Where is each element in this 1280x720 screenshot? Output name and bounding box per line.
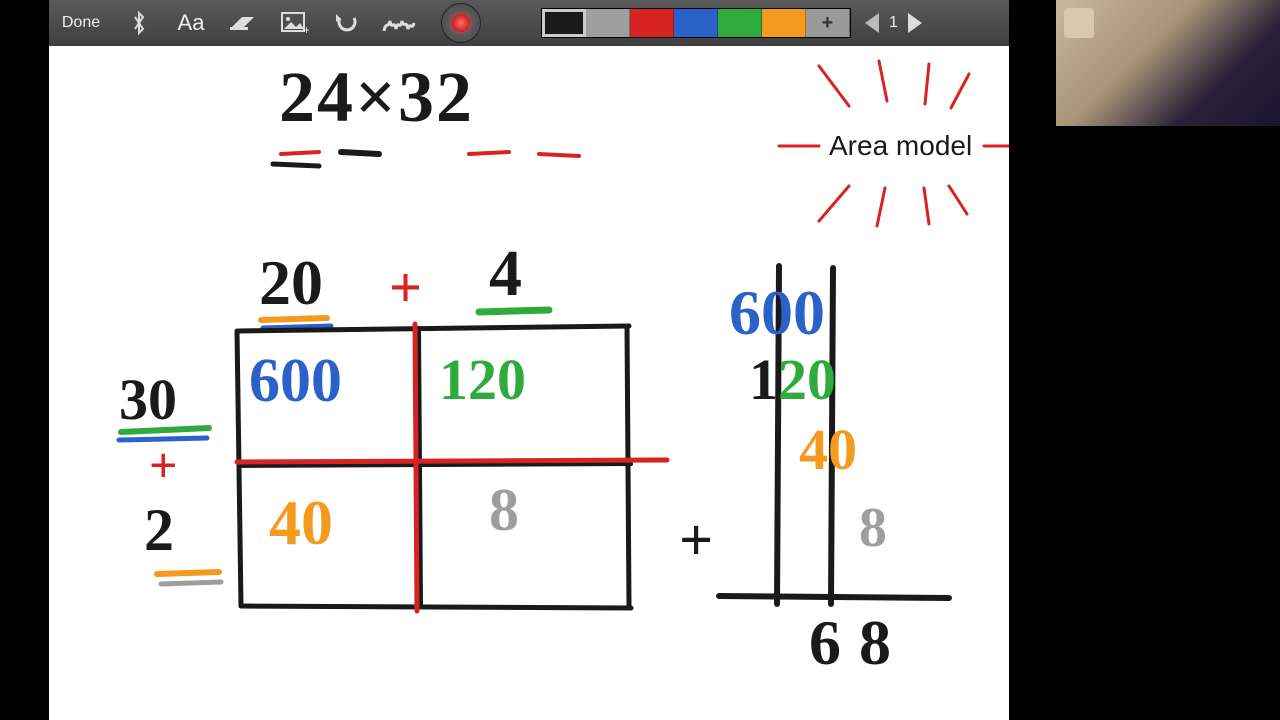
page-number: 1	[889, 14, 898, 32]
color-swatch-green[interactable]	[718, 9, 762, 37]
color-swatch-red[interactable]	[630, 9, 674, 37]
sum-result: 68	[809, 606, 909, 680]
sum-40-d2: 0	[828, 417, 857, 482]
sum-40: 40	[799, 416, 857, 483]
done-button[interactable]: Done	[49, 0, 113, 46]
left-2: 2	[144, 496, 174, 565]
sum-8: 8	[859, 496, 887, 560]
eraser-icon[interactable]	[217, 0, 269, 46]
top-plus: +	[389, 254, 422, 321]
undo-icon[interactable]	[321, 0, 373, 46]
image-tool-icon[interactable]: +	[269, 0, 321, 46]
sum-120-d1: 1	[749, 347, 778, 412]
problem-title: 24×32	[279, 56, 474, 139]
bluetooth-icon[interactable]	[113, 0, 165, 46]
color-swatch-orange[interactable]	[762, 9, 806, 37]
next-page-button[interactable]	[908, 13, 922, 33]
prev-page-button[interactable]	[865, 13, 879, 33]
pen-tool-icon[interactable]	[373, 0, 425, 46]
add-color-button[interactable]: +	[806, 9, 850, 37]
svg-text:+: +	[303, 23, 309, 34]
webcam-thumbnail	[1056, 0, 1280, 126]
cell-600: 600	[249, 346, 342, 417]
cell-120: 120	[439, 346, 526, 413]
sum-plus: +	[679, 506, 713, 575]
whiteboard-canvas[interactable]: 24×32 Area model 20 + 4 30 + 2 600 120 4…	[49, 46, 1009, 720]
top-20: 20	[259, 246, 323, 320]
sum-120-d2: 2	[778, 347, 807, 412]
sum-120: 120	[749, 346, 836, 413]
color-palette: +	[541, 8, 851, 38]
sum-120-d3: 0	[807, 347, 836, 412]
cell-40: 40	[269, 486, 333, 560]
sum-40-d1: 4	[799, 417, 828, 482]
area-model-label: Area model	[829, 130, 972, 162]
left-30: 30	[119, 366, 177, 433]
left-plus: +	[149, 436, 178, 494]
top-4: 4	[489, 236, 522, 312]
text-tool-icon[interactable]: Aa	[165, 0, 217, 46]
color-swatch-blue[interactable]	[674, 9, 718, 37]
color-swatch-black[interactable]	[542, 9, 586, 37]
record-button[interactable]	[425, 0, 497, 46]
cell-8: 8	[489, 476, 519, 545]
sum-600: 600	[729, 276, 825, 350]
toolbar: Done Aa + + 1	[49, 0, 1009, 46]
color-swatch-grey[interactable]	[586, 9, 630, 37]
